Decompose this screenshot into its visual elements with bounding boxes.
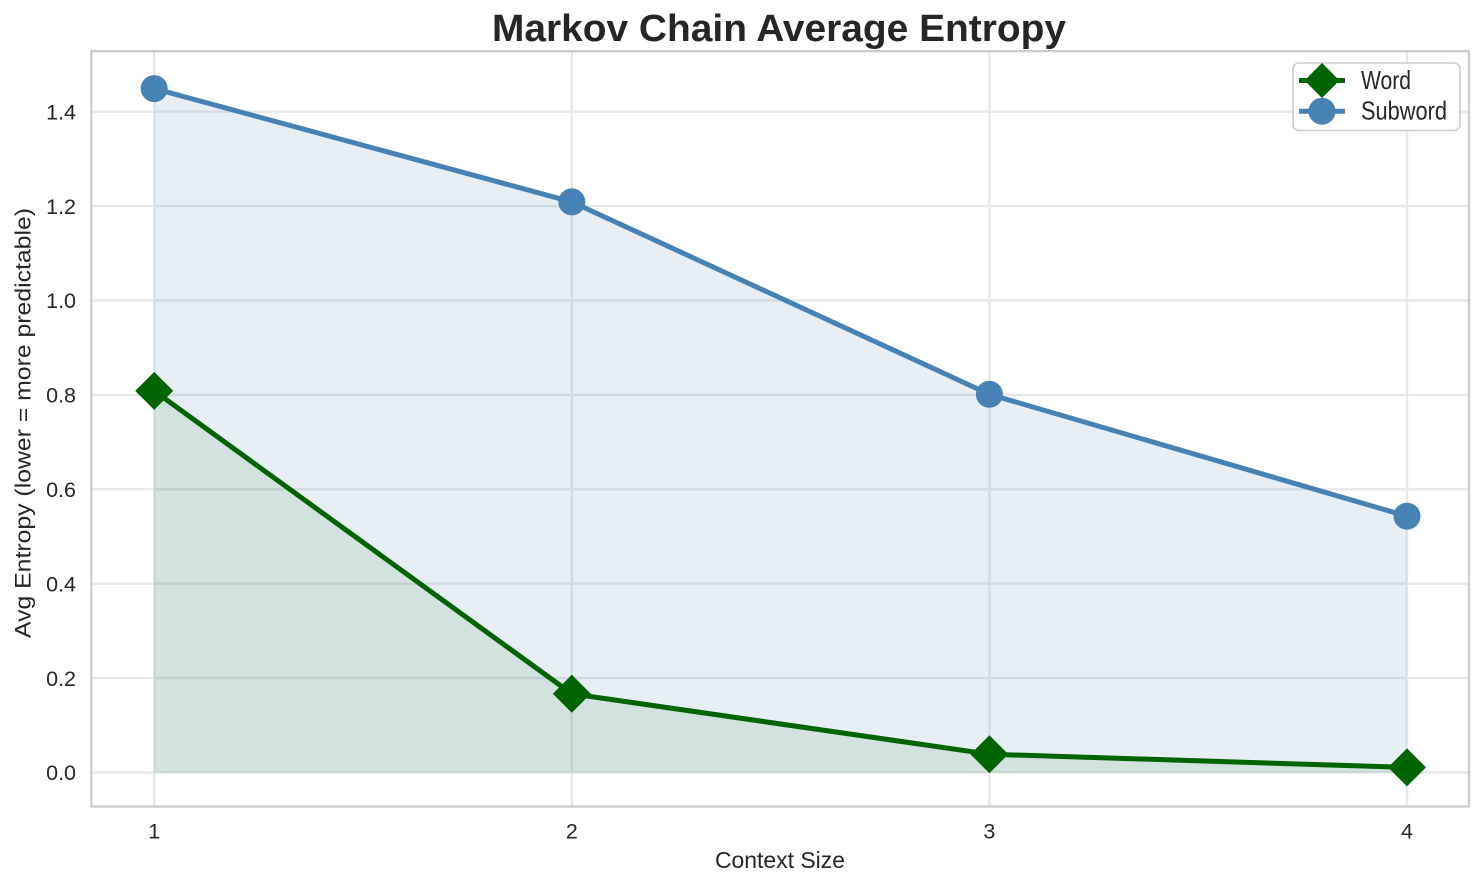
svg-text:1.0: 1.0: [46, 289, 76, 313]
svg-text:0.4: 0.4: [46, 572, 76, 596]
svg-text:Subword: Subword: [1361, 96, 1447, 126]
svg-text:3: 3: [983, 819, 995, 843]
svg-text:Context Size: Context Size: [715, 847, 845, 873]
svg-text:Word: Word: [1361, 65, 1411, 95]
svg-text:1.2: 1.2: [46, 195, 76, 219]
svg-text:4: 4: [1401, 819, 1413, 843]
svg-text:1.4: 1.4: [46, 100, 76, 124]
svg-text:0.2: 0.2: [46, 667, 76, 691]
svg-text:0.6: 0.6: [46, 478, 76, 502]
svg-text:Avg Entropy (lower = more pred: Avg Entropy (lower = more predictable): [11, 208, 36, 638]
svg-text:0.0: 0.0: [46, 761, 76, 785]
svg-text:2: 2: [566, 819, 578, 843]
svg-text:0.8: 0.8: [46, 384, 76, 408]
svg-text:1: 1: [148, 819, 160, 843]
svg-text:Markov Chain Average Entropy: Markov Chain Average Entropy: [492, 8, 1066, 50]
